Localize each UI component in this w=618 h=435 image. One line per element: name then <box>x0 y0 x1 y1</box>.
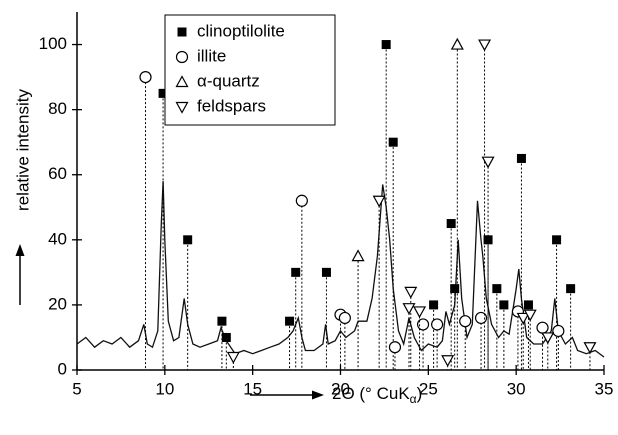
marker-triangle-down <box>226 351 240 364</box>
marker-circle <box>338 311 351 325</box>
marker-triangle-down <box>481 156 495 169</box>
marker-square <box>566 284 576 294</box>
x-tick-label: 35 <box>595 379 614 398</box>
y-tick-label: 100 <box>39 34 67 53</box>
x-label-main: 2Θ (° CuK <box>332 384 410 403</box>
y-arrow-head <box>15 244 25 256</box>
marker-square <box>183 235 193 245</box>
marker-circle <box>139 70 152 84</box>
legend-label: feldspars <box>197 96 266 115</box>
marker-triangle-down <box>413 306 427 319</box>
marker-circle <box>459 315 472 328</box>
marker-triangle-down <box>478 39 492 52</box>
marker-circle <box>536 321 549 334</box>
marker-square <box>552 235 562 245</box>
marker-triangle-down <box>516 312 530 325</box>
legend-box <box>164 14 336 126</box>
marker-triangle-up <box>450 37 464 50</box>
marker-square <box>285 316 295 326</box>
y-tick-label: 40 <box>48 229 67 248</box>
marker-square <box>177 27 187 37</box>
marker-triangle-down <box>441 355 455 367</box>
marker-triangle-down <box>372 195 386 208</box>
x-arrow-head <box>312 390 324 400</box>
marker-square <box>291 267 301 277</box>
y-tick-label: 80 <box>48 99 67 118</box>
x-tick-label: 30 <box>507 379 526 398</box>
marker-square <box>523 300 533 310</box>
marker-circle <box>295 194 308 207</box>
marker-square <box>381 40 391 50</box>
x-label-end: ) <box>417 384 423 403</box>
x-axis-label: 2Θ (° CuKα) <box>332 384 422 406</box>
marker-square <box>516 153 526 163</box>
y-tick-label: 0 <box>58 359 67 378</box>
marker-square <box>429 300 439 310</box>
marker-square <box>217 316 227 326</box>
marker-square <box>221 332 231 342</box>
y-tick-label: 20 <box>48 294 67 313</box>
x-tick-label: 25 <box>419 379 438 398</box>
y-tick-label: 60 <box>48 164 67 183</box>
marker-circle <box>175 50 189 64</box>
y-axis-label: relative intensity <box>13 89 32 211</box>
legend-label: illite <box>197 46 226 65</box>
marker-triangle-down <box>541 332 555 345</box>
x-tick-label: 15 <box>243 379 262 398</box>
marker-triangle-down <box>523 309 537 322</box>
x-label-sub: α <box>410 392 417 406</box>
marker-circle <box>388 341 402 354</box>
marker-triangle-up <box>351 249 365 262</box>
marker-square <box>446 219 456 229</box>
marker-triangle-down <box>404 286 418 299</box>
marker-triangle-down <box>583 342 597 354</box>
legend-label: α-quartz <box>197 71 260 90</box>
marker-square <box>388 137 398 147</box>
diffraction-pattern <box>76 181 605 358</box>
marker-circle <box>431 318 444 331</box>
marker-circle <box>474 311 488 325</box>
legend-label: clinoptilolite <box>197 21 285 40</box>
marker-square <box>321 267 331 277</box>
marker-square <box>492 284 502 294</box>
marker-square <box>499 300 509 310</box>
marker-square <box>450 284 460 294</box>
marker-circle <box>552 324 565 338</box>
marker-triangle-up <box>175 75 189 88</box>
marker-square <box>158 88 168 98</box>
x-tick-label: 10 <box>155 379 174 398</box>
marker-circle <box>416 318 430 331</box>
x-tick-label: 20 <box>331 379 350 398</box>
marker-triangle-down <box>175 101 189 114</box>
x-tick-label: 5 <box>72 379 81 398</box>
marker-triangle-down <box>402 303 416 315</box>
